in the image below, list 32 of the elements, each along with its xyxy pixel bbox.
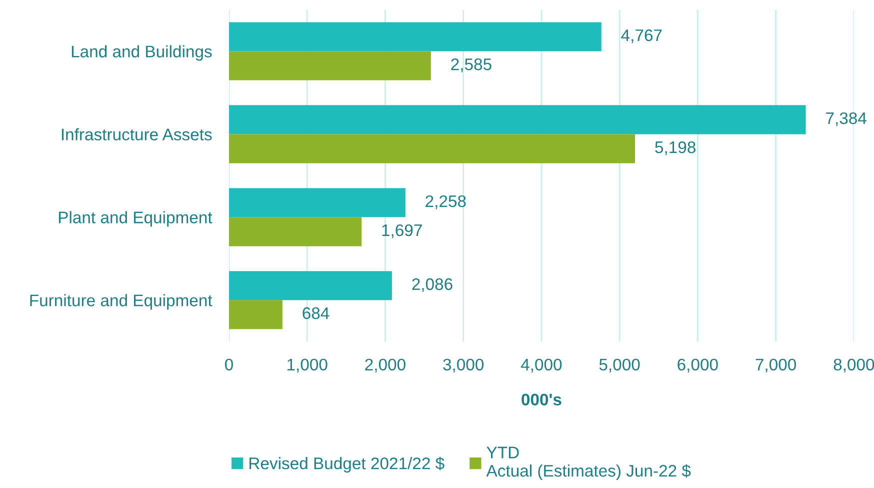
data-label: 2,086 bbox=[412, 278, 452, 292]
bar bbox=[228, 188, 406, 218]
legend-label: YTD Actual (Estimates) Jun-22 $ bbox=[486, 446, 691, 480]
data-label: 2,585 bbox=[451, 58, 492, 72]
y-tick-label: Furniture and Equipment bbox=[30, 294, 212, 310]
x-tick-label: 8,000 bbox=[834, 358, 874, 372]
data-label: 7,384 bbox=[826, 112, 866, 126]
x-tick-label: 5,000 bbox=[599, 358, 640, 372]
x-tick-label: 2,000 bbox=[365, 358, 406, 372]
data-label: 1,697 bbox=[382, 224, 422, 238]
bar bbox=[228, 217, 362, 246]
x-tick-label: 4,000 bbox=[520, 358, 562, 372]
x-tick-label: 1,000 bbox=[288, 358, 328, 372]
bar bbox=[228, 22, 602, 52]
bar bbox=[228, 105, 806, 134]
x-tick-label: 0 bbox=[225, 358, 233, 371]
bar bbox=[228, 134, 636, 164]
y-tick-label: Land and Buildings bbox=[72, 45, 212, 61]
bar bbox=[228, 300, 282, 330]
data-label: 2,258 bbox=[426, 195, 466, 210]
data-label: 5,198 bbox=[655, 141, 696, 156]
bar bbox=[228, 51, 431, 80]
x-tick-label: 6,000 bbox=[678, 358, 718, 372]
bar bbox=[228, 271, 392, 300]
y-tick-label: Plant and Equipment bbox=[58, 211, 212, 227]
x-tick-label: 7,000 bbox=[756, 358, 796, 372]
legend-label: Revised Budget 2021/22 $ bbox=[250, 456, 444, 473]
y-tick-label: Infrastructure Assets bbox=[62, 128, 212, 140]
x-tick-label: 3,000 bbox=[443, 358, 484, 372]
data-label: 4,767 bbox=[621, 29, 662, 44]
x-axis-title: 000's bbox=[522, 394, 562, 406]
data-label: 684 bbox=[302, 307, 330, 320]
